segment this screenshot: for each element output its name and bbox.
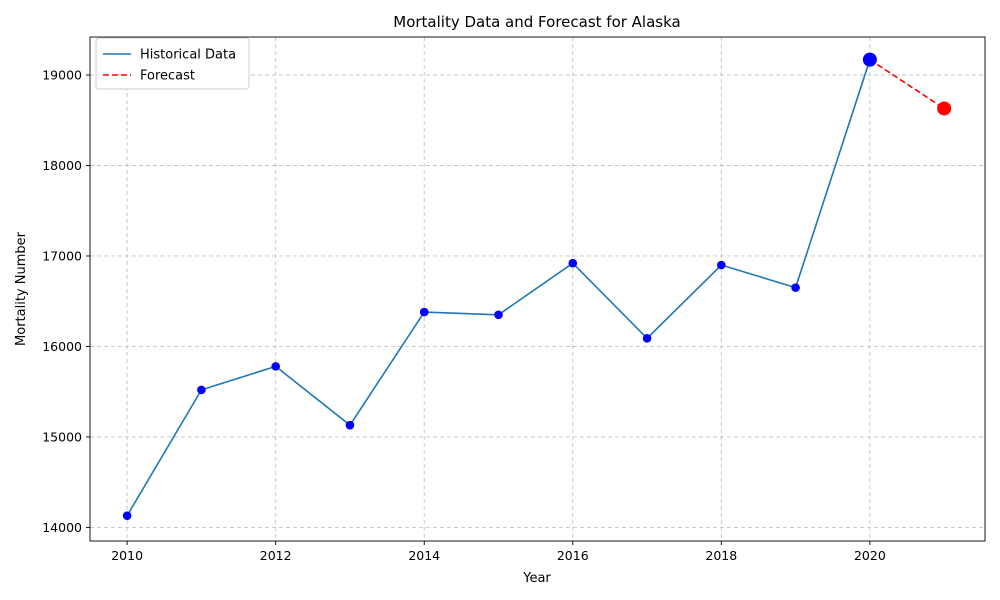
y-tick-label: 16000 (42, 339, 82, 354)
x-tick-label: 2020 (854, 548, 886, 563)
x-axis-label: Year (522, 571, 551, 586)
x-tick-label: 2014 (408, 548, 440, 563)
plot-frame (89, 36, 986, 542)
data-points (122, 52, 952, 520)
legend-label-historical: Historical Data (140, 48, 236, 63)
data-point (568, 258, 578, 268)
y-tick-label: 18000 (42, 158, 82, 173)
y-axis-label: Mortality Number (14, 231, 29, 346)
y-tick-label: 19000 (42, 68, 82, 83)
x-tick-label: 2012 (260, 548, 292, 563)
data-point (717, 260, 726, 270)
x-tick-label: 2010 (111, 548, 143, 563)
legend-label-forecast: Forecast (140, 69, 195, 84)
y-tick-label: 17000 (42, 248, 82, 263)
series-lines (126, 58, 945, 517)
data-point (419, 307, 429, 317)
tick-labels: 2010 2012 2014 2016 2018 2020 14000 15000 16000 1… (42, 68, 886, 563)
axes (86, 36, 986, 545)
highlight-point (862, 52, 877, 67)
x-tick-label: 2018 (705, 548, 737, 563)
data-point (791, 283, 800, 292)
data-point (494, 310, 503, 320)
data-point (642, 334, 652, 343)
y-tick-label: 15000 (42, 429, 82, 444)
y-tick-label: 14000 (42, 520, 82, 535)
series-line-historical (126, 59, 871, 517)
grid-lines (90, 37, 985, 541)
legend: Historical Data Forecast (95, 37, 250, 90)
data-point (345, 420, 355, 430)
series-line-forecast (869, 58, 945, 110)
data-point (271, 362, 280, 371)
data-point (197, 385, 206, 395)
x-tick-label: 2016 (557, 548, 589, 563)
chart-title: Mortality Data and Forecast for Alaska (393, 13, 680, 31)
legend-box (95, 37, 250, 90)
data-point (122, 511, 132, 520)
highlight-point (937, 101, 952, 116)
